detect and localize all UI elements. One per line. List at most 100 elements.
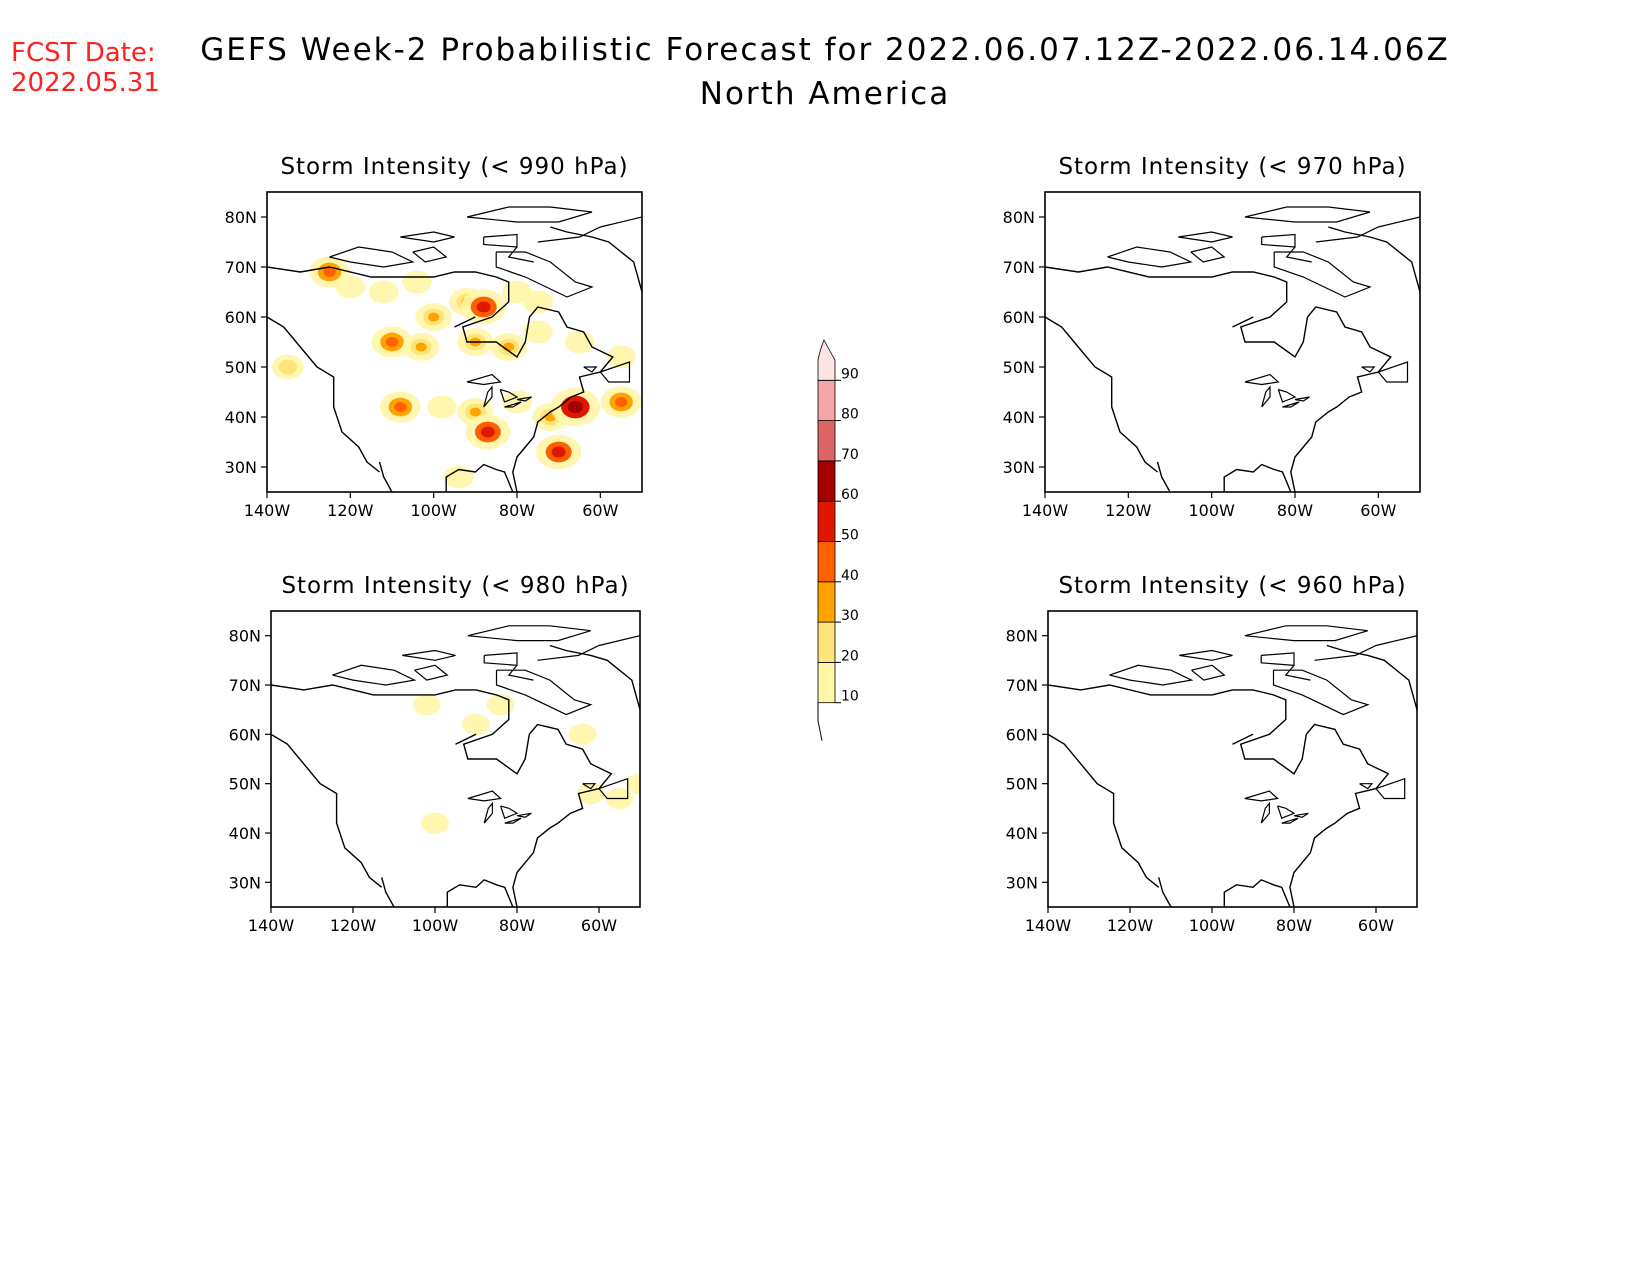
prob-cell bbox=[437, 403, 447, 411]
coastline bbox=[466, 206, 593, 223]
colorbar: 10 20 30 40 50 60 70 80 90 bbox=[817, 339, 859, 741]
lat-label: 80N bbox=[1003, 208, 1035, 227]
prob-cell bbox=[469, 407, 481, 417]
fcst-date-value: 2022.05.31 bbox=[11, 68, 160, 98]
coastline bbox=[400, 231, 455, 243]
map-area bbox=[1048, 625, 1417, 907]
coastline bbox=[483, 801, 493, 824]
colorbar-swatch bbox=[817, 541, 836, 583]
prob-cell bbox=[480, 426, 495, 438]
coastline bbox=[1244, 790, 1279, 802]
coastline bbox=[1244, 206, 1371, 223]
lat-label: 50N bbox=[225, 358, 257, 377]
lat-label: 80N bbox=[1006, 627, 1038, 646]
lon-label: 80W bbox=[499, 916, 535, 935]
coastline bbox=[1285, 246, 1312, 263]
lat-label: 30N bbox=[229, 873, 261, 892]
map-frame bbox=[1044, 191, 1421, 493]
prob-cell bbox=[614, 396, 628, 408]
coastline bbox=[1232, 316, 1254, 328]
fcst-date-caption: FCST Date: bbox=[11, 38, 156, 68]
coastline bbox=[455, 733, 477, 745]
lat-label: 60N bbox=[225, 308, 257, 327]
lon-label: 120W bbox=[1107, 916, 1154, 935]
prob-cell bbox=[496, 701, 505, 709]
lon-label: 100W bbox=[412, 916, 459, 935]
coastline bbox=[1293, 812, 1309, 818]
coastline bbox=[516, 812, 532, 818]
colorbar-label: 40 bbox=[841, 568, 859, 584]
coastline bbox=[1375, 777, 1406, 800]
coastline bbox=[599, 361, 631, 383]
prob-cell bbox=[282, 363, 293, 371]
coastline bbox=[1315, 216, 1420, 243]
coastline bbox=[446, 879, 514, 907]
coastline bbox=[412, 246, 448, 263]
coastline bbox=[537, 216, 642, 243]
lon-label: 120W bbox=[1105, 501, 1152, 520]
coastline bbox=[1314, 635, 1417, 661]
panel-title: Storm Intensity (< 990 hPa) bbox=[280, 154, 628, 180]
coastline bbox=[1190, 246, 1226, 263]
map-frame bbox=[266, 191, 643, 493]
colorbar-swatch bbox=[817, 460, 836, 502]
coastline bbox=[1294, 396, 1310, 402]
coastline bbox=[1260, 801, 1271, 824]
coastline bbox=[1107, 246, 1193, 268]
coastline bbox=[583, 366, 598, 373]
coastline bbox=[381, 877, 395, 907]
prob-cell bbox=[551, 446, 566, 458]
coastline bbox=[267, 316, 380, 473]
lat-label: 70N bbox=[229, 676, 261, 695]
lon-label: 100W bbox=[1189, 916, 1236, 935]
lat-label: 60N bbox=[229, 725, 261, 744]
panel-title: Storm Intensity (< 980 hPa) bbox=[281, 573, 629, 599]
coastline bbox=[1244, 373, 1280, 386]
coastline bbox=[516, 396, 532, 402]
lon-label: 140W bbox=[1025, 916, 1072, 935]
coastline bbox=[467, 625, 591, 642]
coastline bbox=[1048, 733, 1160, 888]
coastline bbox=[483, 652, 518, 666]
coastline bbox=[1377, 361, 1409, 383]
coastline bbox=[1273, 251, 1372, 298]
map-frame bbox=[270, 610, 641, 908]
coastline bbox=[1328, 226, 1420, 294]
coastline bbox=[1261, 385, 1271, 408]
colorbar-label: 70 bbox=[841, 447, 859, 463]
coastline bbox=[495, 251, 594, 298]
prob-cell bbox=[412, 278, 422, 286]
lon-label: 120W bbox=[330, 916, 377, 935]
coastline bbox=[267, 266, 614, 492]
coastline bbox=[1158, 877, 1172, 907]
coastline bbox=[1179, 649, 1233, 661]
lat-label: 40N bbox=[1006, 824, 1038, 843]
colorbar-label: 20 bbox=[841, 648, 859, 664]
lat-label: 40N bbox=[229, 824, 261, 843]
coastline bbox=[1361, 366, 1376, 373]
prob-cell bbox=[476, 301, 491, 313]
lat-label: 80N bbox=[229, 627, 261, 646]
coastline bbox=[550, 226, 642, 294]
coastline bbox=[1045, 316, 1158, 473]
lon-label: 140W bbox=[1022, 501, 1069, 520]
coastline bbox=[1178, 231, 1233, 243]
lat-label: 60N bbox=[1006, 725, 1038, 744]
lon-label: 80W bbox=[1277, 501, 1313, 520]
colorbar-label: 50 bbox=[841, 528, 859, 544]
coastline bbox=[454, 316, 476, 328]
coastline bbox=[1048, 684, 1390, 907]
prob-cell bbox=[616, 353, 626, 361]
prob-halo bbox=[626, 773, 640, 795]
coastline bbox=[329, 246, 415, 268]
colorbar-label: 10 bbox=[841, 689, 859, 705]
coastline bbox=[378, 461, 393, 492]
coastline bbox=[1232, 733, 1254, 745]
coastline bbox=[466, 373, 502, 386]
prob-cell bbox=[454, 473, 464, 481]
lon-label: 60W bbox=[582, 501, 618, 520]
map-panel-980: Storm Intensity (< 980 hPa) 80N 70N 60N 50N 4… bbox=[229, 573, 641, 935]
region-subtitle: North America bbox=[699, 76, 951, 112]
prob-cell bbox=[394, 401, 407, 413]
coastline bbox=[1223, 463, 1292, 492]
